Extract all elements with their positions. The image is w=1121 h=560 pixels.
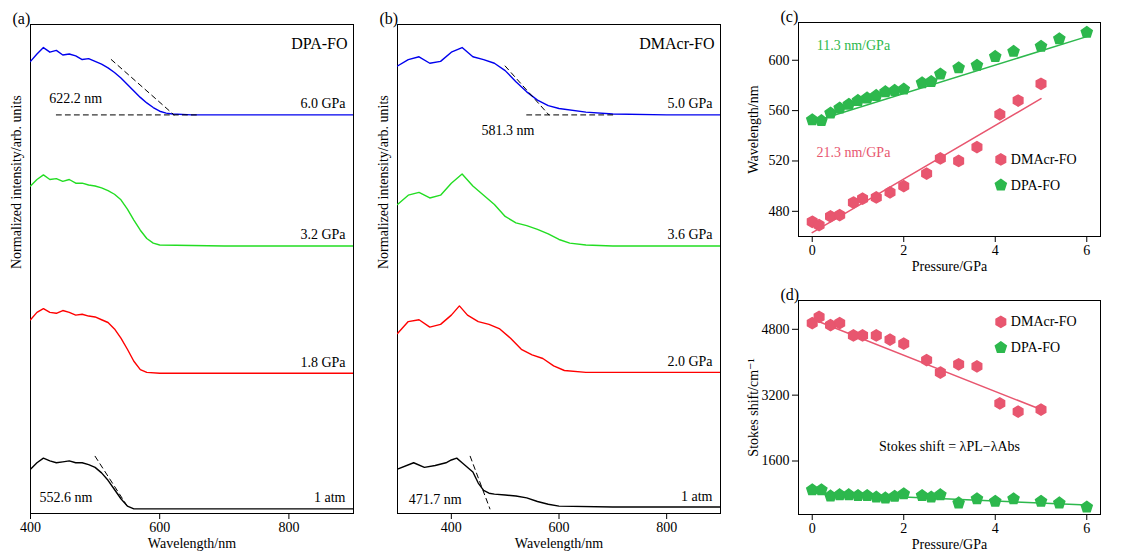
- svg-text:622.2 nm: 622.2 nm: [49, 91, 102, 106]
- svg-text:581.3 nm: 581.3 nm: [481, 123, 534, 138]
- svg-text:Wavelength/nm: Wavelength/nm: [148, 536, 236, 551]
- svg-text:2: 2: [900, 521, 907, 536]
- svg-text:471.7 nm: 471.7 nm: [409, 492, 462, 507]
- svg-text:DMAcr-FO: DMAcr-FO: [1011, 314, 1077, 329]
- svg-text:3200: 3200: [762, 388, 790, 403]
- svg-text:11.3 nm/GPa: 11.3 nm/GPa: [817, 38, 891, 53]
- svg-text:(c): (c): [781, 8, 799, 26]
- svg-text:2.0 GPa: 2.0 GPa: [667, 354, 713, 369]
- svg-text:600: 600: [769, 53, 790, 68]
- svg-text:400: 400: [441, 520, 462, 535]
- svg-text:Pressure/GPa: Pressure/GPa: [912, 537, 988, 552]
- svg-text:2: 2: [900, 243, 907, 258]
- svg-text:Pressure/GPa: Pressure/GPa: [912, 259, 988, 274]
- svg-text:Stokes shift/cm⁻¹: Stokes shift/cm⁻¹: [746, 358, 761, 456]
- svg-text:Normalized intensity/arb. unit: Normalized intensity/arb. units: [9, 95, 24, 269]
- svg-text:DMAcr-FO: DMAcr-FO: [1011, 152, 1077, 167]
- svg-text:4800: 4800: [762, 322, 790, 337]
- svg-text:800: 800: [656, 520, 677, 535]
- svg-text:1 atm: 1 atm: [314, 490, 346, 505]
- svg-text:0: 0: [809, 243, 816, 258]
- svg-text:DMAcr-FO: DMAcr-FO: [639, 35, 714, 52]
- svg-text:DPA-FO: DPA-FO: [1011, 178, 1060, 193]
- svg-text:Wavelength/nm: Wavelength/nm: [515, 536, 603, 551]
- svg-text:Normalized intensity/arb. unit: Normalized intensity/arb. units: [376, 95, 391, 269]
- svg-text:800: 800: [278, 520, 299, 535]
- svg-text:(d): (d): [781, 286, 800, 304]
- svg-text:6: 6: [1083, 521, 1090, 536]
- svg-text:Stokes shift = λPL−λAbs: Stokes shift = λPL−λAbs: [879, 439, 1020, 454]
- svg-text:560: 560: [769, 103, 790, 118]
- svg-text:480: 480: [769, 204, 790, 219]
- svg-text:4: 4: [992, 521, 999, 536]
- svg-text:DPA-FO: DPA-FO: [1011, 340, 1060, 355]
- svg-text:21.3 nm/GPa: 21.3 nm/GPa: [816, 145, 891, 160]
- svg-text:552.6 nm: 552.6 nm: [40, 490, 93, 505]
- svg-text:Wavelength/nm: Wavelength/nm: [746, 85, 761, 173]
- svg-text:1600: 1600: [762, 453, 790, 468]
- svg-text:1 atm: 1 atm: [681, 489, 713, 504]
- svg-text:5.0 GPa: 5.0 GPa: [667, 96, 713, 111]
- svg-text:6.0 GPa: 6.0 GPa: [300, 96, 346, 111]
- svg-text:600: 600: [549, 520, 570, 535]
- svg-text:400: 400: [20, 520, 41, 535]
- svg-text:DPA-FO: DPA-FO: [291, 35, 347, 52]
- svg-text:520: 520: [769, 153, 790, 168]
- svg-text:600: 600: [149, 520, 170, 535]
- svg-text:3.2 GPa: 3.2 GPa: [300, 227, 346, 242]
- svg-text:6: 6: [1083, 243, 1090, 258]
- svg-text:(b): (b): [380, 10, 399, 28]
- svg-text:3.6 GPa: 3.6 GPa: [667, 227, 713, 242]
- svg-text:(a): (a): [13, 10, 31, 28]
- svg-text:4: 4: [992, 243, 999, 258]
- svg-text:0: 0: [809, 521, 816, 536]
- svg-text:1.8 GPa: 1.8 GPa: [300, 355, 346, 370]
